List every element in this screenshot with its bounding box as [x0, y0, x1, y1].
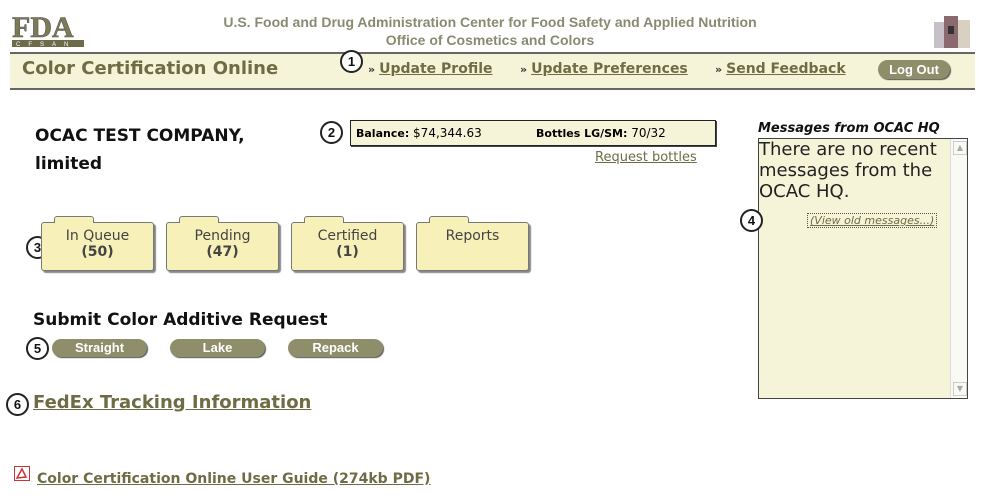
chevron-right-icon: »	[368, 63, 376, 76]
lake-button[interactable]: Lake	[170, 339, 265, 357]
user-guide-link[interactable]: Color Certification Online User Guide (2…	[37, 471, 431, 487]
balance-label: Balance:	[356, 127, 410, 140]
company-name-line2: limited	[35, 154, 103, 174]
account-summary: Balance: $74,344.63 Bottles LG/SM: 70/32	[350, 120, 716, 146]
pdf-icon	[14, 466, 30, 481]
bottles-label: Bottles LG/SM:	[536, 127, 628, 140]
svg-text:CFSAN: CFSAN	[16, 42, 76, 48]
callout-1: 1	[340, 50, 363, 73]
messages-body: There are no recent messages from the OC…	[759, 139, 937, 202]
app-header-bar	[10, 52, 975, 90]
nav-link[interactable]: Update Preferences	[531, 61, 688, 77]
callout-6: 6	[6, 393, 29, 416]
svg-text:FDA: FDA	[12, 11, 74, 44]
chevron-right-icon: »	[520, 63, 528, 76]
fedex-tracking-link[interactable]: FedEx Tracking Information	[33, 392, 312, 413]
chevron-right-icon: »	[715, 63, 723, 76]
header-line-2: Office of Cosmetics and Colors	[385, 32, 595, 48]
nav-update-profile[interactable]: » Update Profile	[368, 61, 492, 77]
messages-title: Messages from OCAC HQ	[758, 121, 940, 136]
folder-pending[interactable]: Pending (47)	[166, 216, 279, 271]
messages-scrollbar[interactable]: ▲ ▼	[950, 139, 967, 398]
logout-button[interactable]: Log Out	[878, 60, 950, 79]
submit-request-title: Submit Color Additive Request	[33, 310, 328, 330]
company-name: OCAC TEST COMPANY, limited	[35, 122, 245, 178]
balance-value: $74,344.63	[413, 126, 482, 140]
folder-count: (50)	[81, 244, 114, 260]
repack-button[interactable]: Repack	[288, 339, 383, 357]
folder-label: In Queue	[65, 228, 130, 244]
straight-button[interactable]: Straight	[52, 339, 147, 357]
header-line-1: U.S. Food and Drug Administration Center…	[223, 14, 757, 30]
folder-label: Reports	[445, 228, 500, 244]
scroll-down-icon[interactable]: ▼	[953, 382, 967, 396]
fda-cfsan-logo: FDA CFSAN	[12, 10, 84, 48]
request-bottles-link[interactable]: Request bottles	[595, 150, 697, 165]
nav-send-feedback[interactable]: » Send Feedback	[715, 61, 846, 77]
folder-in-queue[interactable]: In Queue (50)	[41, 216, 154, 271]
view-old-messages-link[interactable]: (View old messages...)	[807, 213, 938, 228]
nav-link[interactable]: Update Profile	[379, 61, 493, 77]
folder-count: (1)	[336, 244, 359, 260]
callout-4: 4	[740, 209, 763, 232]
callout-5: 5	[26, 337, 49, 360]
callout-2: 2	[320, 121, 343, 144]
folder-label: Pending	[194, 228, 251, 244]
messages-box: There are no recent messages from the OC…	[758, 138, 968, 399]
folder-reports[interactable]: Reports	[416, 216, 529, 271]
company-name-line1: OCAC TEST COMPANY,	[35, 126, 245, 146]
cosmetics-image	[930, 10, 974, 50]
folder-label: Certified	[317, 228, 378, 244]
app-title: Color Certification Online	[22, 58, 279, 79]
folder-count: (47)	[206, 244, 239, 260]
bottles-value: 70/32	[631, 126, 666, 140]
nav-update-preferences[interactable]: » Update Preferences	[520, 61, 688, 77]
folder-certified[interactable]: Certified (1)	[291, 216, 404, 271]
scroll-up-icon[interactable]: ▲	[953, 141, 967, 155]
nav-link[interactable]: Send Feedback	[726, 61, 846, 77]
